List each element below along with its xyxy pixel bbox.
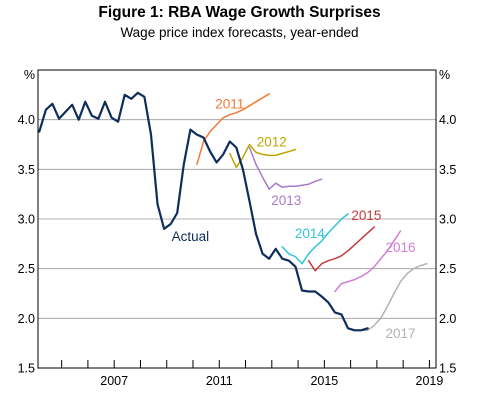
- series-label-2013: 2013: [271, 193, 301, 208]
- y-tick-label-left: 2.5: [18, 262, 35, 276]
- y-tick-label-right: 1.5: [439, 362, 456, 376]
- y-tick-label-right: 2.0: [439, 312, 456, 326]
- series-line-actual: [38, 91, 369, 332]
- y-tick-label-left: 3.0: [18, 213, 35, 227]
- x-axis: 2007 2011 2015 2019: [100, 374, 443, 388]
- y-axis-unit-right: %: [439, 68, 450, 82]
- y-tick-label-left: 2.0: [18, 312, 35, 326]
- x-tick-label: 2011: [206, 374, 233, 388]
- series-line-2011: [196, 93, 270, 166]
- series-label-2014: 2014: [295, 226, 326, 241]
- series-label-actual: Actual: [172, 229, 210, 244]
- y-axis-unit-left: %: [24, 68, 35, 82]
- axis-ticks: [61, 360, 430, 368]
- series-lines: [38, 91, 428, 332]
- series-label-2011: 2011: [215, 97, 244, 112]
- series-label-2017: 2017: [386, 326, 416, 341]
- chart-title: Figure 1: RBA Wage Growth Surprises: [98, 4, 381, 21]
- series-label-2015: 2015: [351, 208, 381, 223]
- y-tick-label-left: 3.5: [18, 163, 35, 177]
- x-tick-label: 2015: [310, 374, 338, 388]
- gridlines: [38, 119, 436, 319]
- x-tick-label: 2019: [416, 374, 444, 388]
- y-tick-label-left: 1.5: [18, 362, 35, 376]
- series-label-2016: 2016: [386, 240, 416, 255]
- series-line-2014: [281, 213, 349, 265]
- series-line-2017: [360, 262, 428, 332]
- series-labels: Actual 2011 2012 2013 2014 2015 2016 2017: [172, 97, 416, 341]
- y-axis-right: 1.5 2.0 2.5 3.0 3.5 4.0%: [439, 68, 456, 376]
- series-label-2012: 2012: [257, 134, 287, 149]
- chart-subtitle: Wage price index forecasts, year-ended: [120, 25, 359, 40]
- series-line-2015: [307, 226, 376, 272]
- plot-frame: [37, 69, 437, 369]
- y-tick-label-right: 2.5: [439, 262, 456, 276]
- x-tick-label: 2007: [100, 374, 128, 388]
- y-axis-left: 1.5 2.0 2.5 3.0 3.5 4.0%: [18, 68, 35, 376]
- series-line-2013: [248, 146, 323, 190]
- y-tick-label-right: 3.0: [439, 213, 456, 227]
- y-tick-label-right: 4.0: [439, 113, 456, 127]
- y-tick-label-left: 4.0: [18, 113, 35, 127]
- y-tick-label-right: 3.5: [439, 163, 456, 177]
- series-line-2016: [334, 230, 402, 293]
